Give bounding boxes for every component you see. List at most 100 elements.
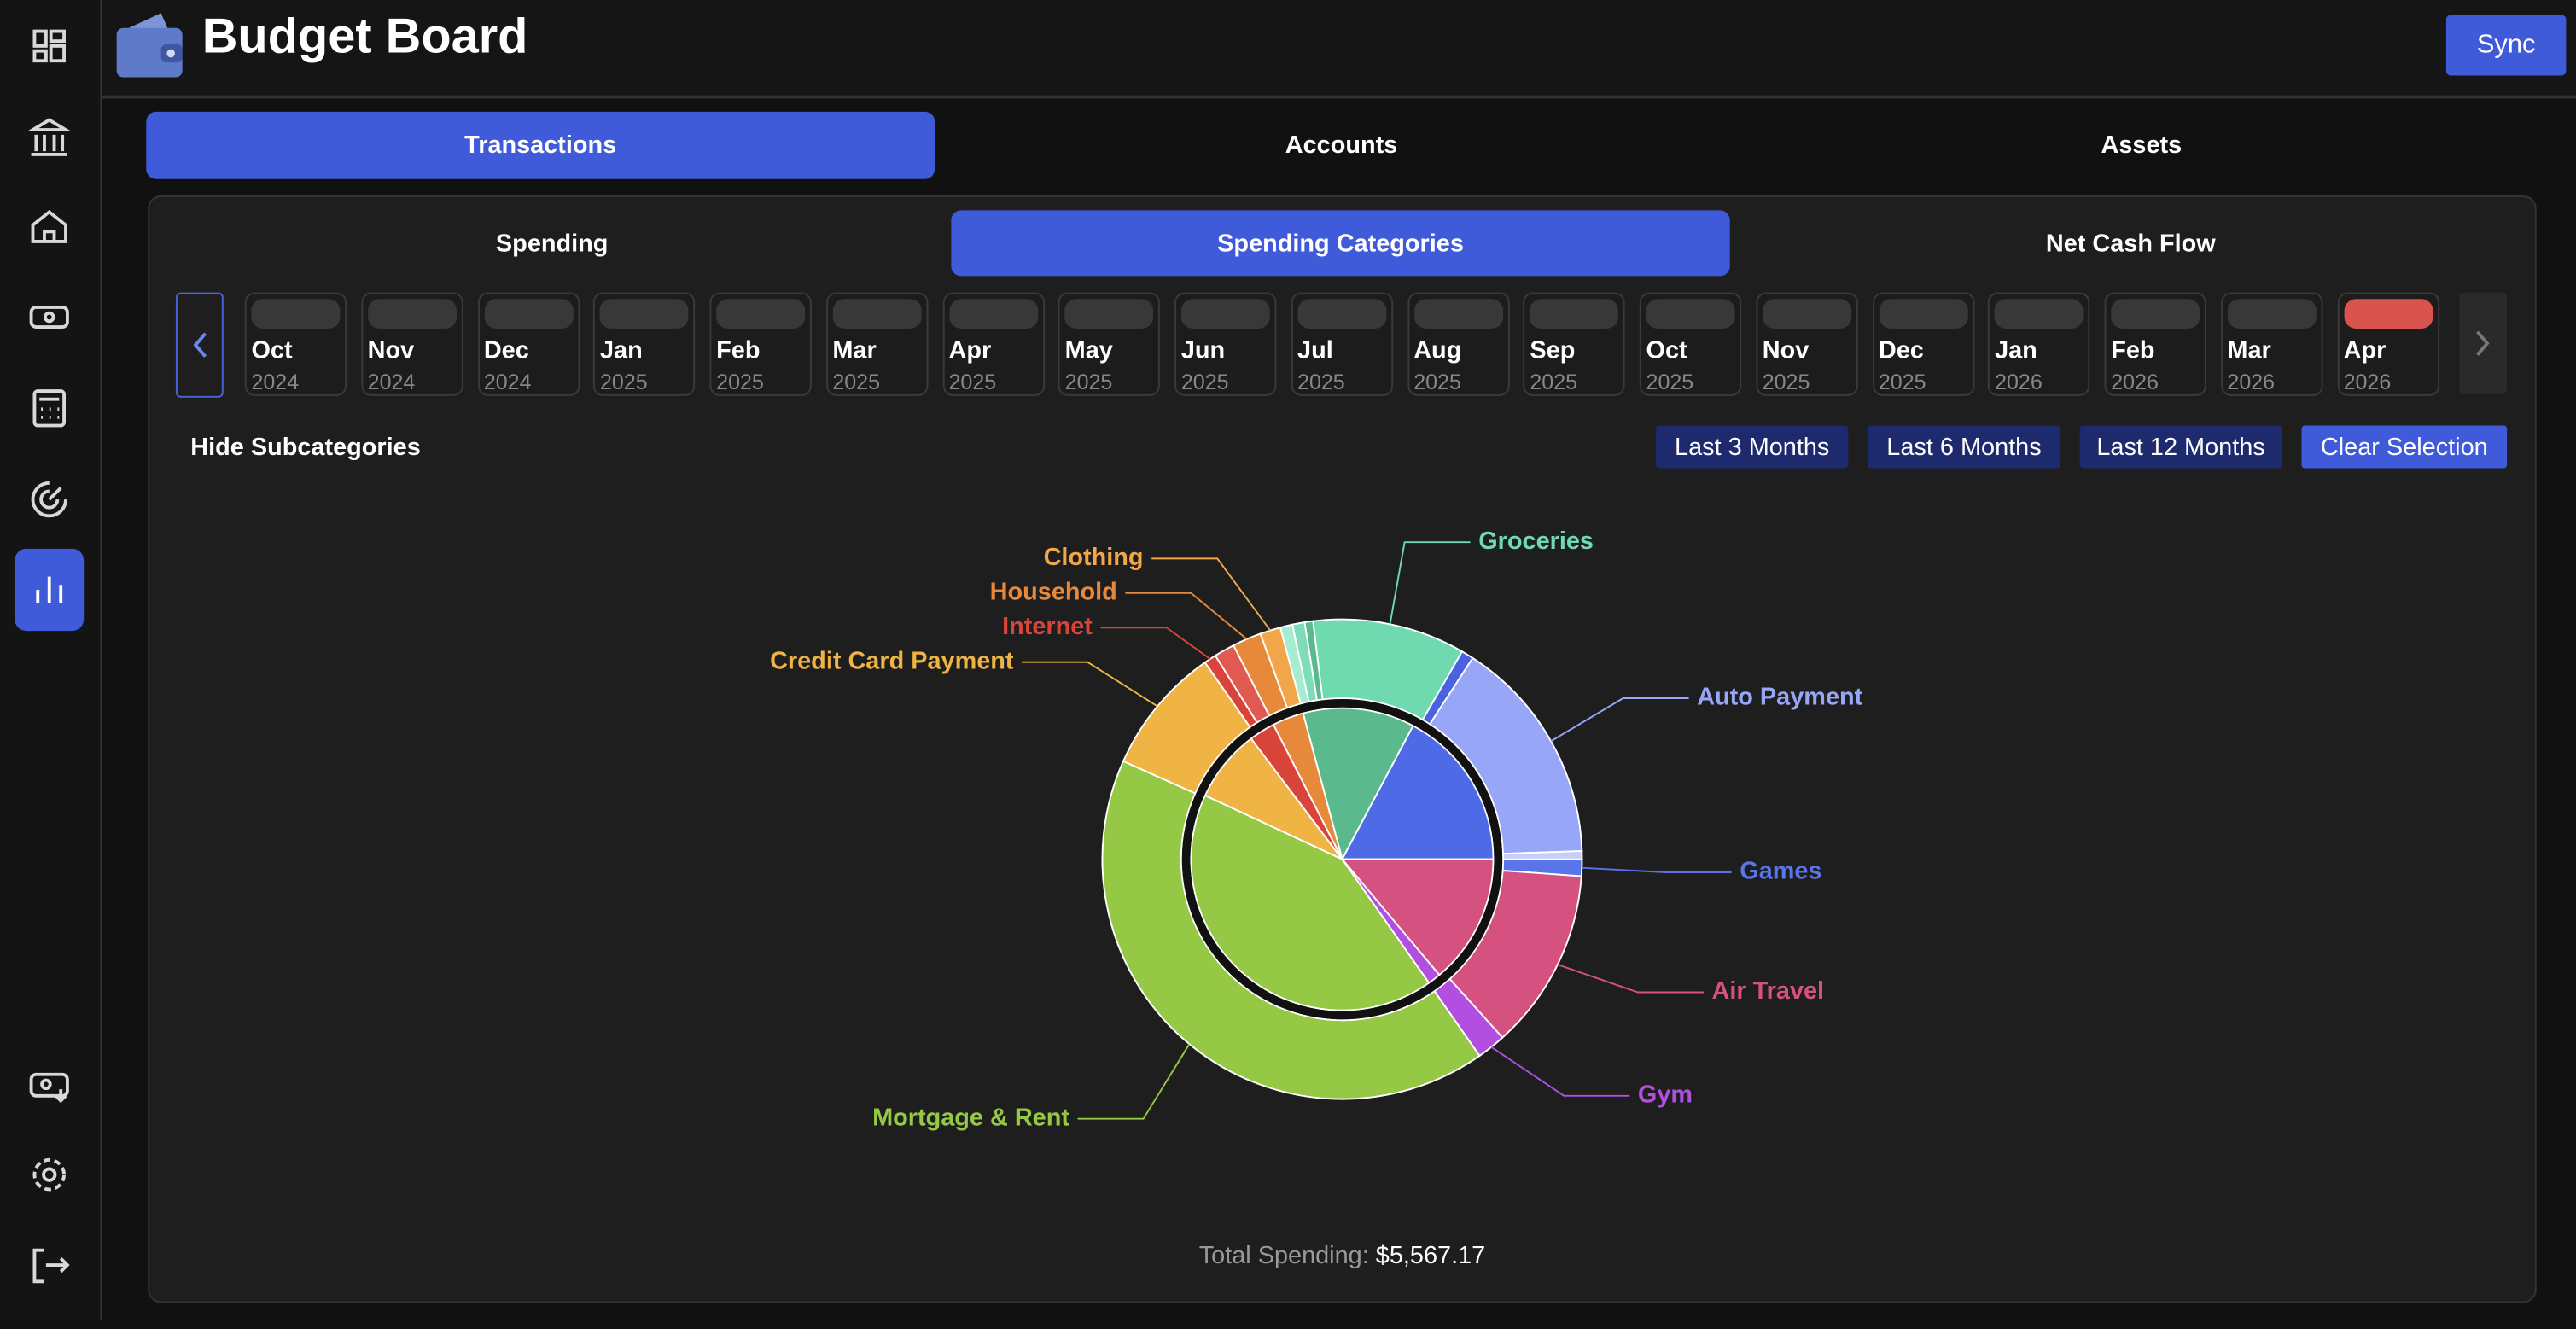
chevron-left [193, 332, 207, 358]
month-tile[interactable]: Sep 2025 [1523, 292, 1626, 396]
month-year: 2025 [1646, 370, 1694, 394]
month-bar [1413, 299, 1503, 329]
range-button[interactable]: Last 3 Months [1656, 425, 1849, 469]
month-tile[interactable]: Dec 2025 [1872, 292, 1974, 396]
slice-label: Gym [1638, 1081, 1693, 1108]
month-bar [2343, 299, 2433, 329]
month-bar [2111, 299, 2200, 329]
month-year: 2024 [367, 370, 416, 394]
chevron-right [2475, 330, 2490, 356]
month-name: Oct [251, 336, 293, 365]
sidebar [0, 0, 102, 1321]
total: Total Spending: $5,567.17 [0, 1242, 2576, 1270]
month-tile[interactable]: Oct 2025 [1639, 292, 1742, 396]
month-bar [716, 299, 806, 329]
range-button[interactable]: Last 12 Months [2079, 425, 2282, 469]
app-title: Budget Board [201, 9, 528, 65]
month-tile[interactable]: Mar 2026 [2220, 292, 2323, 396]
month-tile[interactable]: Dec 2024 [477, 292, 580, 396]
next-button[interactable] [2459, 292, 2508, 394]
month-name: Sep [1530, 336, 1576, 365]
tab[interactable]: Accounts [1285, 131, 1398, 160]
month-name: Jul [1297, 336, 1333, 365]
clear-button[interactable]: Clear Selection [2301, 425, 2508, 469]
tab[interactable]: Transactions [146, 111, 935, 179]
slice-label: Household [990, 578, 1117, 605]
subtab[interactable]: Spending Categories [951, 210, 1730, 277]
leader-line [1557, 964, 1704, 994]
month-name: Dec [1878, 336, 1924, 365]
month-bar [832, 299, 922, 329]
month-bar [2227, 299, 2317, 329]
month-name: Aug [1413, 336, 1462, 365]
month-bar [483, 299, 573, 329]
pie-slice [1302, 707, 1414, 862]
subtab[interactable]: Spending [495, 229, 609, 258]
month-tile[interactable]: Jun 2025 [1174, 292, 1277, 396]
month-year: 2026 [1995, 370, 2043, 394]
sync-button[interactable]: Sync [2445, 15, 2567, 76]
slice-label: Groceries [1478, 528, 1594, 555]
month-name: Nov [1762, 336, 1810, 365]
toggle-subcategories[interactable]: Hide Subcategories [190, 434, 421, 462]
month-tile[interactable]: Nov 2025 [1756, 292, 1858, 396]
month-tile[interactable]: Apr 2025 [941, 292, 1045, 396]
month-tile[interactable]: Oct 2024 [244, 292, 347, 396]
month-tile[interactable]: Feb 2025 [709, 292, 812, 396]
leader-line [1100, 627, 1211, 660]
month-name: Oct [1646, 336, 1687, 365]
month-tile[interactable]: Aug 2025 [1407, 292, 1509, 396]
range-button[interactable]: Last 6 Months [1868, 425, 2060, 469]
pie-slice [1190, 794, 1431, 1011]
tab[interactable]: Assets [2101, 131, 2183, 160]
pie-slice [1340, 724, 1495, 860]
month-tile[interactable]: May 2025 [1058, 292, 1161, 396]
month-name: Dec [483, 336, 529, 365]
month-tile[interactable]: Jan 2025 [593, 292, 696, 396]
month-year: 2025 [1413, 370, 1461, 394]
slice-label: Air Travel [1712, 977, 1825, 1005]
month-bar [1995, 299, 2084, 329]
month-bar [1297, 299, 1386, 329]
ring-separator [1181, 698, 1503, 1020]
slice-label: Credit Card Payment [770, 647, 1014, 674]
month-name: May [1064, 336, 1113, 365]
month-tile[interactable]: Jul 2025 [1291, 292, 1393, 396]
month-name: Nov [367, 336, 415, 365]
pie-slice [1101, 760, 1481, 1100]
wallet-icon [116, 13, 183, 78]
month-year: 2025 [1878, 370, 1926, 394]
month-year: 2024 [251, 370, 300, 394]
month-tile[interactable]: Nov 2024 [360, 292, 463, 396]
month-year: 2026 [2343, 370, 2392, 394]
slice-label: Mortgage & Rent [872, 1104, 1069, 1131]
pie-slice [1340, 858, 1495, 976]
month-bar [251, 299, 341, 329]
month-tile[interactable]: Mar 2025 [825, 292, 928, 396]
slice-label: Clothing [1044, 544, 1144, 571]
leader-line [1125, 592, 1248, 640]
month-name: Mar [832, 336, 877, 365]
month-name: Jun [1180, 336, 1226, 365]
month-bar [1530, 299, 1619, 329]
prev-button[interactable] [175, 292, 224, 398]
total-value: $5,567.17 [1375, 1242, 1486, 1270]
month-tile[interactable]: Apr 2026 [2336, 292, 2439, 396]
pie-slice [1272, 712, 1343, 860]
month-year: 2025 [1064, 370, 1113, 394]
subtab[interactable]: Net Cash Flow [2045, 229, 2216, 258]
month-bar [599, 299, 689, 329]
month-bar [948, 299, 1038, 329]
month-bar [1064, 299, 1154, 329]
header [102, 0, 2576, 99]
slice-label: Internet [1002, 613, 1093, 640]
month-tile[interactable]: Jan 2026 [1988, 292, 2090, 396]
leader-line [1077, 1043, 1191, 1120]
month-tile[interactable]: Feb 2026 [2104, 292, 2206, 396]
month-year: 2025 [716, 370, 764, 394]
month-name: Apr [2343, 336, 2387, 365]
month-year: 2025 [1297, 370, 1345, 394]
